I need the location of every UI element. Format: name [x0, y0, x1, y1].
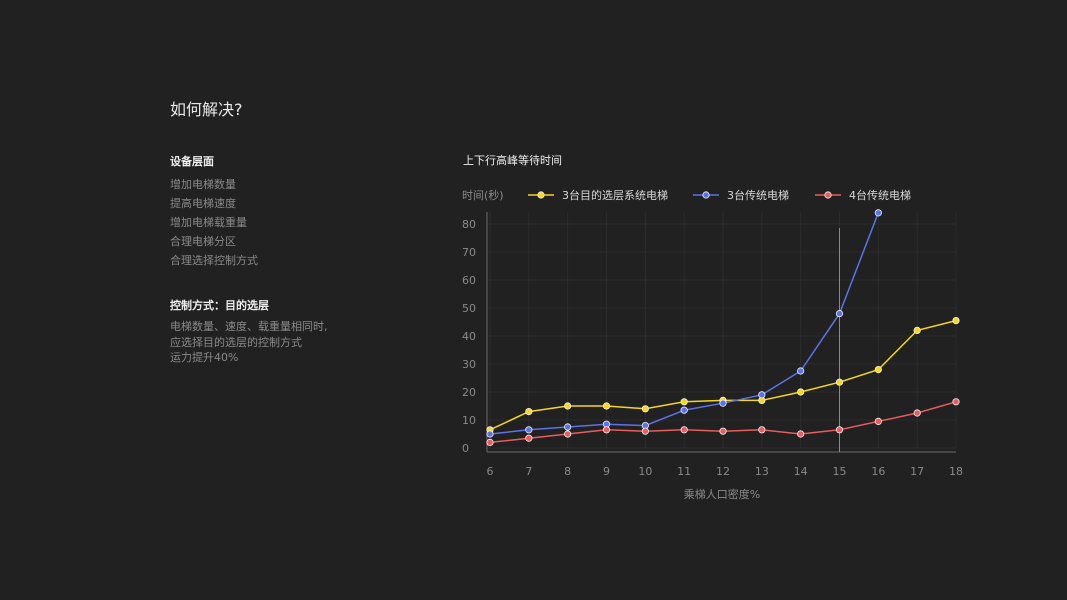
data-point: [835, 309, 844, 318]
y-tick-label: 40: [462, 330, 476, 343]
x-tick-label: 12: [716, 465, 730, 478]
data-point: [758, 426, 766, 434]
chart-title: 上下行高峰等待时间: [463, 154, 562, 167]
y-tick-label: 0: [462, 442, 469, 455]
data-point: [641, 405, 649, 413]
description-line: 电梯数量、速度、载重量相同时,: [170, 320, 328, 333]
x-axis-label: 乘梯人口密度%: [684, 487, 760, 501]
data-point: [486, 438, 494, 446]
y-tick-label: 10: [462, 414, 476, 427]
legend-marker: [824, 191, 832, 199]
data-point: [680, 406, 688, 414]
data-point: [835, 378, 844, 386]
y-tick-label: 20: [462, 386, 476, 399]
x-tick-label: 8: [564, 465, 571, 478]
x-tick-label: 11: [677, 465, 691, 478]
x-tick-label: 10: [638, 465, 652, 478]
data-point: [525, 434, 533, 442]
x-tick-label: 9: [603, 465, 610, 478]
data-point: [835, 426, 844, 434]
description-line: 应选择目的选层的控制方式: [170, 335, 302, 349]
data-point: [874, 209, 882, 217]
data-point: [758, 391, 766, 399]
y-tick-label: 70: [462, 246, 476, 259]
x-tick-label: 6: [487, 465, 494, 478]
data-point: [641, 427, 649, 435]
data-point: [874, 417, 882, 425]
x-tick-label: 7: [525, 465, 532, 478]
data-point: [913, 409, 921, 417]
x-tick-label: 14: [794, 465, 808, 478]
data-point: [874, 365, 882, 374]
y-tick-label: 60: [462, 274, 476, 287]
y-tick-label: 30: [462, 358, 476, 371]
data-point: [719, 399, 727, 407]
x-tick-label: 16: [871, 465, 885, 478]
control-description: 电梯数量、速度、载重量相同时, 应选择目的选层的控制方式 运力提升40%: [170, 319, 328, 366]
data-point: [952, 398, 960, 406]
list-item: 合理选择控制方式: [170, 254, 258, 267]
legend-label: 4台传统电梯: [849, 188, 911, 202]
list-item: 合理电梯分区: [170, 235, 236, 248]
page-title: 如何解决?: [170, 100, 243, 119]
y-tick-label: 80: [462, 218, 476, 231]
equipment-list: 增加电梯数量 提高电梯速度 增加电梯载重量 合理电梯分区 合理选择控制方式: [170, 175, 258, 270]
data-point: [564, 402, 572, 410]
data-point: [797, 367, 805, 375]
data-point: [952, 316, 960, 325]
x-tick-label: 17: [910, 465, 924, 478]
list-item: 提高电梯速度: [170, 197, 236, 210]
equipment-section-title: 设备层面: [170, 155, 214, 168]
x-tick-label: 18: [949, 465, 963, 478]
data-point: [719, 427, 727, 435]
data-point: [602, 402, 611, 410]
data-point: [680, 398, 688, 406]
list-item: 增加电梯数量: [170, 178, 236, 191]
list-item: 增加电梯载重量: [170, 216, 247, 229]
legend-marker: [702, 191, 710, 199]
x-tick-label: 13: [755, 465, 769, 478]
legend-marker: [537, 191, 545, 199]
y-tick-label: 50: [462, 302, 476, 315]
data-point: [525, 426, 533, 434]
data-point: [797, 388, 805, 396]
data-point: [797, 430, 805, 438]
data-point: [680, 426, 688, 434]
data-point: [564, 430, 572, 438]
x-tick-label: 15: [833, 465, 847, 478]
legend-label: 3台目的选层系统电梯: [562, 188, 668, 202]
data-point: [602, 426, 611, 434]
control-section-title: 控制方式：目的选层: [170, 299, 269, 312]
data-point: [486, 430, 494, 438]
data-point: [564, 423, 572, 431]
y-axis-label: 时间(秒): [462, 188, 504, 202]
description-line: 运力提升40%: [170, 351, 239, 364]
data-point: [525, 407, 533, 416]
data-point: [913, 326, 921, 334]
legend-label: 3台传统电梯: [727, 188, 789, 202]
